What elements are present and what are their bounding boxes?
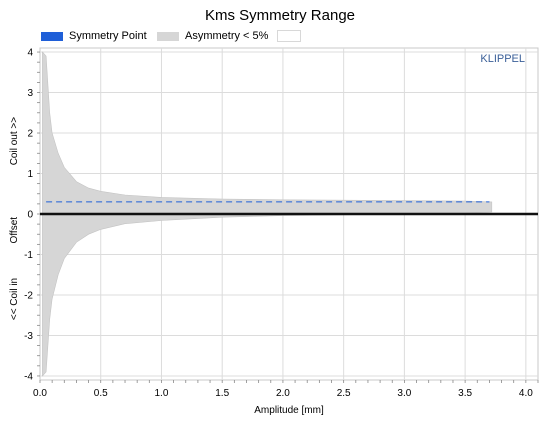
legend: Symmetry Point Asymmetry < 5% <box>0 29 560 43</box>
chart-title: Kms Symmetry Range <box>204 7 356 24</box>
x-tick-label: 3.5 <box>458 388 472 399</box>
y-tick-label: 1 <box>27 169 33 180</box>
y-tick-label: 0 <box>27 210 33 221</box>
y-tick-label: -1 <box>24 250 33 261</box>
legend-item-asymmetry: Asymmetry < 5% <box>157 29 268 43</box>
legend-swatch-asymmetry <box>157 31 179 41</box>
legend-label-asymmetry: Asymmetry < 5% <box>185 30 269 42</box>
legend-item-symmetry-point: Symmetry Point <box>41 29 147 43</box>
y-tick-label: 3 <box>27 88 33 99</box>
x-tick-label: 4.0 <box>519 388 533 399</box>
legend-swatch-symmetry-point <box>41 31 63 41</box>
x-tick-label: 2.5 <box>337 388 351 399</box>
x-tick-label: 1.0 <box>155 388 169 399</box>
y-tick-label: 4 <box>27 48 33 59</box>
y-axis-title-mid: Offset <box>9 217 20 244</box>
klippel-brand-label: KLIPPEL <box>480 53 525 65</box>
y-tick-label: 2 <box>27 129 33 140</box>
x-tick-label: 0.0 <box>33 388 47 399</box>
legend-empty-box <box>277 30 301 42</box>
y-tick-label: -4 <box>24 371 33 382</box>
y-tick-label: -3 <box>24 331 33 342</box>
x-tick-label: 3.0 <box>397 388 411 399</box>
y-axis-title-bottom: << Coil in <box>9 278 20 320</box>
x-tick-label: 2.0 <box>276 388 290 399</box>
y-tick-label: -2 <box>24 290 33 301</box>
legend-label-symmetry-point: Symmetry Point <box>69 30 147 42</box>
x-tick-label: 1.5 <box>215 388 229 399</box>
y-axis-title-top: Coil out >> <box>9 117 20 166</box>
x-axis-title: Amplitude [mm] <box>254 405 324 416</box>
x-tick-label: 0.5 <box>94 388 108 399</box>
